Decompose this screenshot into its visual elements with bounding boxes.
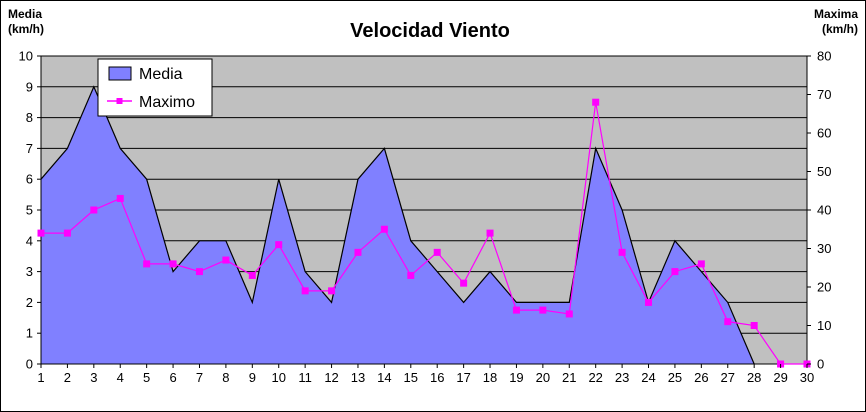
x-tick-label: 2 (64, 370, 71, 385)
chart-title: Velocidad Viento (350, 20, 510, 42)
maximo-point (724, 318, 732, 326)
x-tick-label: 17 (456, 370, 470, 385)
x-tick-label: 26 (694, 370, 708, 385)
x-tick-label: 20 (536, 370, 550, 385)
x-tick-label: 5 (143, 370, 150, 385)
legend-label-maximo: Maximo (139, 94, 195, 111)
right-tick-label: 60 (817, 126, 831, 141)
x-tick-label: 24 (641, 370, 655, 385)
x-tick-label: 28 (747, 370, 761, 385)
legend-marker-maximo (116, 98, 123, 104)
left-axis-label-line1: Media (8, 7, 42, 21)
left-tick-label: 2 (26, 295, 33, 310)
legend: Media Maximo (97, 58, 213, 117)
x-tick-label: 11 (298, 370, 312, 385)
area-media (41, 86, 755, 365)
maximo-point (248, 271, 256, 279)
right-axis-label-line2: (km/h) (822, 22, 858, 36)
x-tick-label: 18 (483, 370, 497, 385)
maximo-point (750, 322, 758, 329)
x-tick-label: 19 (509, 370, 523, 385)
maximo-point (539, 306, 547, 314)
right-tick-label: 50 (817, 164, 831, 179)
left-tick-label: 8 (26, 110, 33, 125)
maximo-point (275, 241, 283, 249)
x-tick-label: 1 (37, 370, 44, 385)
maximo-point (460, 279, 468, 287)
maximo-point (195, 268, 203, 276)
left-tick-label: 10 (19, 49, 33, 64)
x-tick-label: 10 (271, 370, 285, 385)
right-tick-label: 10 (817, 318, 831, 333)
maximo-point (37, 229, 45, 237)
x-tick-label: 16 (430, 370, 444, 385)
maximo-point (671, 268, 679, 276)
maximo-point (486, 229, 494, 237)
x-tick-label: 27 (721, 370, 735, 385)
right-tick-label: 30 (817, 241, 831, 256)
maximo-point (380, 225, 388, 233)
x-tick-label: 30 (800, 370, 814, 385)
left-tick-label: 6 (26, 172, 33, 187)
maximo-point (143, 260, 151, 268)
right-tick-label: 80 (817, 49, 831, 64)
right-tick-label: 0 (817, 357, 824, 372)
maximo-point (618, 248, 626, 256)
maximo-point (328, 287, 336, 295)
maximo-point (565, 310, 573, 318)
maximo-point (116, 194, 124, 202)
x-tick-label: 14 (377, 370, 391, 385)
right-tick-label: 70 (817, 87, 831, 102)
right-tick-label: 20 (817, 280, 831, 295)
maximo-point (301, 287, 309, 295)
x-tick-label: 22 (588, 370, 602, 385)
x-tick-label: 4 (117, 370, 124, 385)
line-maximo (41, 102, 807, 365)
left-tick-label: 4 (26, 233, 33, 248)
left-tick-label: 5 (26, 203, 33, 218)
x-tick-label: 13 (351, 370, 365, 385)
maximo-point (433, 248, 441, 256)
left-tick-label: 3 (26, 264, 33, 279)
left-tick-label: 1 (26, 326, 33, 341)
left-tick-label: 0 (26, 357, 33, 372)
right-tick-label: 40 (817, 203, 831, 218)
maximo-point (512, 306, 520, 314)
area-media-outline (40, 85, 755, 365)
x-tick-label: 23 (615, 370, 629, 385)
left-axis-label-line2: (km/h) (8, 22, 44, 36)
x-tick-label: 8 (222, 370, 229, 385)
x-tick-label: 7 (196, 370, 203, 385)
x-tick-label: 25 (668, 370, 682, 385)
maximo-point (407, 271, 415, 279)
x-tick-label: 6 (169, 370, 176, 385)
maximo-point (169, 260, 177, 268)
x-tick-label: 9 (249, 370, 256, 385)
x-tick-label: 12 (324, 370, 338, 385)
x-tick-label: 29 (773, 370, 787, 385)
maximo-point (90, 206, 98, 214)
x-tick-label: 21 (562, 370, 576, 385)
maximo-point (354, 248, 362, 256)
right-axis-label-line1: Maxima (814, 7, 858, 21)
maximo-point (222, 256, 230, 264)
x-tick-label: 15 (404, 370, 418, 385)
left-tick-label: 7 (26, 141, 33, 156)
legend-swatch-media (108, 66, 132, 81)
left-tick-label: 9 (26, 79, 33, 94)
maximo-point (697, 260, 705, 268)
x-tick-label: 3 (90, 370, 97, 385)
legend-label-media: Media (139, 66, 183, 83)
maximo-point (592, 98, 600, 106)
maximo-point (645, 298, 653, 306)
maximo-point (63, 229, 71, 237)
